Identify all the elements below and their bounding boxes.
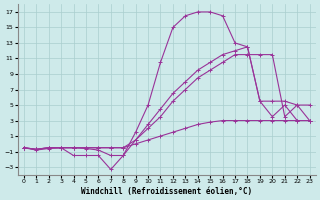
X-axis label: Windchill (Refroidissement éolien,°C): Windchill (Refroidissement éolien,°C) [81, 187, 252, 196]
